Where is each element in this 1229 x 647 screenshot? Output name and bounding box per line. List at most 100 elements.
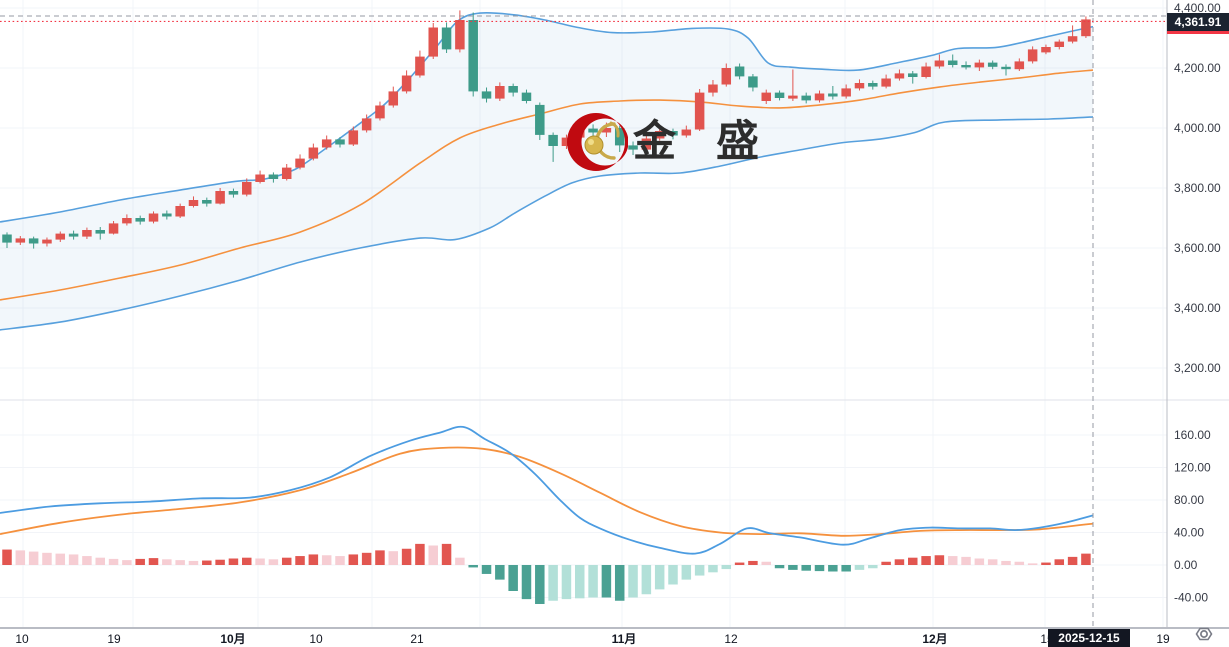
last-price-value: 4,361.91 <box>1174 15 1222 29</box>
macd-histogram-bar <box>1067 556 1078 565</box>
macd-histogram-bar <box>162 559 172 565</box>
macd-histogram-bar <box>761 561 771 565</box>
candle-body <box>908 73 918 77</box>
macd-histogram-bar <box>841 565 851 572</box>
macd-axis-label: 0.00 <box>1174 558 1198 572</box>
candle-body <box>388 91 399 106</box>
macd-histogram-bar <box>441 543 452 565</box>
time-axis-label: 12月 <box>922 632 947 646</box>
macd-histogram-bar <box>921 556 931 565</box>
bollinger-lower-line <box>0 116 1094 331</box>
macd-histogram-bar <box>95 557 105 565</box>
macd-histogram-bar <box>308 554 319 565</box>
candle-body <box>1067 36 1078 42</box>
macd-histogram-bar <box>321 555 332 565</box>
candle-body <box>801 95 811 101</box>
candle-body <box>974 62 985 68</box>
macd-histogram-bar <box>947 556 958 565</box>
candle-body <box>668 131 678 136</box>
candle-body <box>255 174 265 182</box>
candle-body <box>508 86 518 93</box>
candle-body <box>947 60 958 65</box>
candle-body <box>308 147 319 159</box>
candle-body <box>401 75 412 92</box>
candle-body <box>228 191 239 195</box>
candle-body <box>361 118 372 131</box>
macd-histogram-bar <box>175 560 185 565</box>
macd-histogram-bar <box>854 565 865 570</box>
candle-body <box>162 213 172 217</box>
candle-body <box>468 20 478 92</box>
candle-body <box>108 223 119 234</box>
macd-histogram-bar <box>894 559 905 565</box>
candle-body <box>495 86 505 99</box>
macd-histogram-bar <box>481 565 492 574</box>
macd-histogram-bar <box>535 565 545 604</box>
macd-histogram-bar <box>15 550 26 565</box>
candle-body <box>561 137 572 146</box>
macd-histogram-bar <box>548 565 558 601</box>
candle-body <box>188 200 199 206</box>
crosshair-date-badge: 2025-12-15 <box>1048 629 1130 647</box>
macd-histogram-bar <box>694 565 705 576</box>
price-axis-label: 4,200.00 <box>1174 61 1221 75</box>
macd-histogram-bar <box>108 558 119 565</box>
candle-body <box>2 234 12 243</box>
candle-body <box>748 76 758 88</box>
last-price-badge: 4,361.91 <box>1167 13 1229 34</box>
macd-histogram-bar <box>348 554 359 565</box>
macd-histogram-bar <box>734 562 745 565</box>
macd-histogram-bar <box>148 558 159 565</box>
macd-histogram-bar <box>2 549 12 565</box>
candle-body <box>814 93 825 101</box>
candle-body <box>295 158 305 168</box>
candle-body <box>535 104 545 135</box>
bollinger-fill <box>0 12 1093 330</box>
candle-body <box>721 68 732 85</box>
macd-histogram-bar <box>987 559 998 565</box>
macd-histogram-bar <box>668 565 678 585</box>
candle-body <box>335 139 345 145</box>
macd-histogram-bar <box>961 556 971 565</box>
candle-body <box>828 93 838 97</box>
macd-histogram-bar <box>868 565 878 569</box>
macd-histogram-bar <box>934 555 945 565</box>
macd-histogram-bar <box>641 565 652 595</box>
candle-body <box>681 129 692 136</box>
crosshair-date-value: 2025-12-15 <box>1058 631 1120 645</box>
candle-body <box>1027 49 1038 62</box>
candle-body <box>734 66 745 77</box>
candle-body <box>894 73 905 79</box>
candle-body <box>375 105 385 119</box>
macd-histogram-bar <box>401 548 412 565</box>
macd-axis-label: -40.00 <box>1174 591 1208 605</box>
bollinger-middle-line <box>0 69 1094 301</box>
macd-histogram-bar <box>788 565 798 570</box>
macd-histogram-bar <box>415 543 425 565</box>
candle-body <box>921 66 931 77</box>
macd-histogram-bar <box>361 552 372 565</box>
candle-body <box>82 230 92 237</box>
candle-body <box>415 56 425 76</box>
macd-histogram-bar <box>428 545 438 565</box>
price-axis-label: 3,200.00 <box>1174 361 1221 375</box>
time-axis-label: 12 <box>724 632 738 646</box>
candle-body <box>268 174 279 179</box>
macd-histogram-bar <box>908 557 918 565</box>
price-axis-label: 4,000.00 <box>1174 121 1221 135</box>
macd-axis-label: 40.00 <box>1174 526 1204 540</box>
time-axis-label: 10 <box>309 632 323 646</box>
macd-histogram-bar <box>68 554 79 565</box>
candle-body <box>761 92 771 101</box>
candle-body <box>1081 19 1091 37</box>
hexagon-eye-icon[interactable] <box>1191 625 1217 643</box>
candle-body <box>628 145 638 150</box>
candle-body <box>148 213 159 222</box>
macd-histogram-bar <box>575 565 585 599</box>
macd-histogram-bar <box>42 552 52 565</box>
macd-histogram-bar <box>268 559 279 565</box>
candle-body <box>481 91 492 99</box>
macd-histogram-bar <box>202 560 212 565</box>
time-axis-label: 10 <box>15 632 29 646</box>
